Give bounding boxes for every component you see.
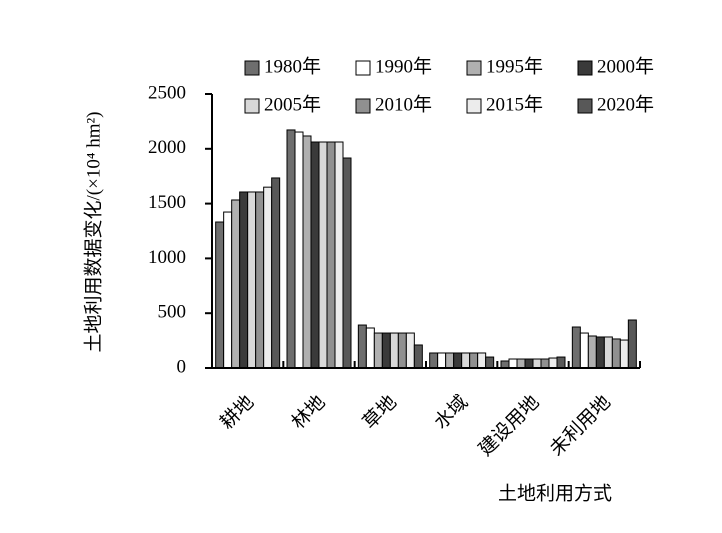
- bar: [373, 332, 383, 369]
- legend-label: 2000年: [597, 55, 654, 77]
- y-tick-label: 0: [177, 356, 187, 377]
- x-axis-title: 土地利用方式: [498, 482, 612, 504]
- y-tick-label: 1500: [148, 192, 186, 213]
- bar: [429, 352, 439, 369]
- x-tick-label: 水域: [430, 391, 472, 433]
- bar: [263, 186, 273, 369]
- bar: [302, 135, 312, 369]
- y-axis-title: 土地利用数据变化/(×10⁴ hm²): [82, 112, 104, 353]
- bar: [532, 358, 542, 369]
- bar: [413, 344, 423, 369]
- legend-label: 1980年: [264, 55, 321, 77]
- legend-label: 1990年: [375, 55, 432, 77]
- bar: [231, 199, 241, 369]
- bar: [326, 141, 336, 369]
- bar: [397, 332, 407, 369]
- bar: [508, 358, 518, 369]
- bar: [365, 327, 375, 369]
- y-tick-label: 500: [158, 302, 187, 323]
- bar: [453, 352, 463, 369]
- x-tick-label: 建设用地: [474, 391, 543, 460]
- bar: [247, 191, 257, 369]
- bar: [437, 352, 447, 369]
- bar: [524, 358, 534, 369]
- bar: [405, 332, 415, 369]
- bar: [294, 131, 304, 369]
- bar: [595, 336, 605, 369]
- bar: [310, 141, 320, 369]
- bar: [334, 141, 344, 369]
- legend-swatch: [577, 98, 593, 114]
- bar: [469, 352, 479, 369]
- legend-swatch: [355, 60, 371, 76]
- bar: [587, 335, 597, 369]
- x-tick-label: 林地: [287, 391, 329, 433]
- bar: [485, 356, 495, 369]
- bar: [619, 339, 629, 369]
- bar: [611, 338, 621, 369]
- bar: [461, 352, 471, 369]
- bar: [445, 352, 455, 369]
- legend-label: 2010年: [375, 93, 432, 115]
- bar: [239, 191, 249, 369]
- legend-swatch: [244, 60, 260, 76]
- bar: [500, 360, 510, 369]
- y-tick-label: 2500: [148, 82, 186, 103]
- legend-swatch: [577, 60, 593, 76]
- bar: [357, 324, 367, 369]
- bar: [389, 332, 399, 369]
- bar: [271, 177, 281, 369]
- bar: [579, 332, 589, 369]
- legend-label: 2015年: [486, 93, 543, 115]
- bar: [540, 358, 550, 369]
- bar: [516, 358, 526, 369]
- bar: [318, 141, 328, 369]
- legend-swatch: [355, 98, 371, 114]
- legend-swatch: [466, 98, 482, 114]
- x-tick-label: 未利用地: [546, 391, 615, 460]
- x-tick-label: 草地: [359, 391, 401, 433]
- legend-label: 2005年: [264, 93, 321, 115]
- legend-label: 1995年: [486, 55, 543, 77]
- legend-swatch: [244, 98, 260, 114]
- bar: [548, 357, 558, 369]
- bar: [215, 221, 225, 369]
- bar: [571, 326, 581, 369]
- bar: [286, 129, 296, 369]
- bar: [477, 352, 487, 369]
- bar: [556, 356, 566, 369]
- bar: [342, 157, 352, 369]
- bar: [381, 332, 391, 369]
- bar: [223, 211, 233, 369]
- y-tick-label: 1000: [148, 247, 186, 268]
- bar: [627, 319, 637, 369]
- legend-swatch: [466, 60, 482, 76]
- x-tick-label: 耕地: [216, 391, 258, 433]
- bar: [603, 336, 613, 369]
- legend-label: 2020年: [597, 93, 654, 115]
- y-tick-label: 2000: [148, 137, 186, 158]
- bar: [255, 191, 265, 369]
